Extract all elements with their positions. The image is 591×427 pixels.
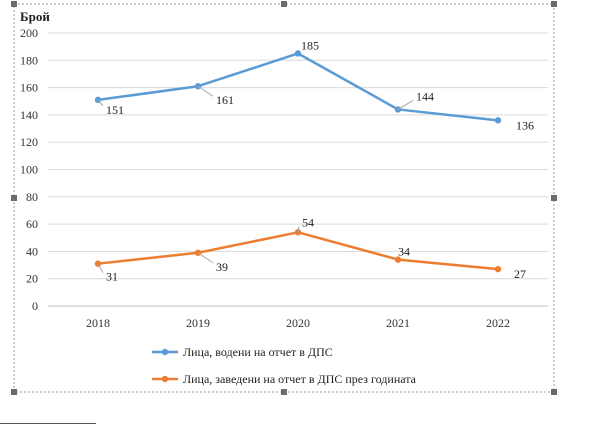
y-tick-label: 100 [20,163,38,177]
x-tick-label: 2022 [486,316,510,330]
resize-handle[interactable] [281,1,287,7]
data-point [494,265,502,273]
y-tick-label: 20 [26,272,38,286]
y-tick-label: 200 [20,26,38,40]
y-tick-label: 80 [26,190,38,204]
chart-frame [13,3,555,393]
gridlines [48,32,548,307]
resize-handle[interactable] [551,195,557,201]
data-label: 27 [514,267,526,281]
leader-line [97,263,104,273]
data-label: 34 [398,245,410,259]
data-label: 185 [301,38,319,52]
x-tick-label: 2020 [286,316,310,330]
x-tick-labels: 2018 2019 2020 2021 2022 [86,316,510,330]
resize-handle[interactable] [551,1,557,7]
resize-handle[interactable] [11,389,17,395]
legend-label: Лица, заведени на отчет в ДПС през годин… [183,372,417,386]
leader-line [197,85,214,97]
resize-handle[interactable] [281,389,287,395]
y-tick-label: 120 [20,135,38,149]
data-label: 144 [416,89,434,103]
series-line [97,231,499,271]
x-tick-label: 2019 [186,316,210,330]
resize-handle[interactable] [11,195,17,201]
leader-lines [97,85,414,273]
leader-line [97,99,104,107]
x-tick-label: 2018 [86,316,110,330]
data-label: 151 [106,103,124,117]
y-tick-label: 180 [20,53,38,67]
y-tick-label: 40 [26,244,38,258]
data-point [394,256,402,263]
data-label: 31 [106,270,118,284]
data-label: 161 [216,93,234,107]
resize-handles[interactable] [11,1,557,395]
y-tick-label: 0 [32,299,38,313]
y-tick-label: 140 [20,108,38,122]
resize-handle[interactable] [551,389,557,395]
resize-handle[interactable] [11,1,17,7]
data-label: 54 [302,215,314,229]
legend: Лица, водени на отчет в ДПС Лица, заведен… [152,345,417,386]
data-labels: 151 161 185 144 136 31 39 54 34 27 [106,38,534,283]
y-tick-labels: 0 20 40 60 80 100 120 140 160 180 200 [20,26,38,313]
leader-line [397,100,414,110]
footnote-separator [0,423,96,424]
legend-marker [161,375,169,383]
data-label: 39 [216,260,228,274]
series-line [97,52,499,122]
leader-line [197,252,214,264]
data-point [494,117,502,124]
data-point [294,50,302,57]
leader-line [297,226,300,233]
y-tick-label: 160 [20,81,38,95]
data-label: 136 [516,118,534,132]
series-group [94,50,502,273]
legend-label: Лица, водени на отчет в ДПС [183,345,333,359]
x-tick-label: 2021 [386,316,410,330]
legend-marker [161,348,169,356]
y-tick-label: 60 [26,217,38,231]
y-axis-label: Брой [20,9,50,24]
